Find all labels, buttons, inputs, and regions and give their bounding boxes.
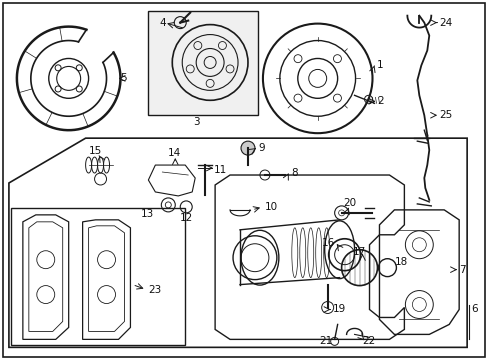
Text: 7: 7 [458,265,465,275]
Text: 1: 1 [376,60,382,71]
Text: 25: 25 [438,110,451,120]
Text: 17: 17 [352,247,366,257]
Text: 4: 4 [159,18,165,28]
Text: 16: 16 [321,238,334,248]
Text: 10: 10 [264,202,278,212]
Text: 20: 20 [343,198,356,208]
Text: 8: 8 [290,168,297,178]
Text: 21: 21 [318,336,332,346]
Text: 14: 14 [168,148,181,158]
Text: 23: 23 [148,284,162,294]
Text: 3: 3 [192,117,199,127]
Text: 6: 6 [470,305,477,315]
Bar [11,208,185,345]
Text: 13: 13 [141,209,154,219]
Text: 22: 22 [362,336,375,346]
Text: 9: 9 [258,143,264,153]
Bar [148,11,258,115]
Text: 2: 2 [377,96,384,106]
Circle shape [241,141,254,155]
Text: 19: 19 [332,305,345,315]
Text: 18: 18 [394,257,407,267]
Text: 12: 12 [179,213,192,223]
Text: 24: 24 [438,18,451,28]
Text: 11: 11 [214,165,227,175]
Text: 15: 15 [88,146,102,156]
Text: 5: 5 [120,73,127,84]
